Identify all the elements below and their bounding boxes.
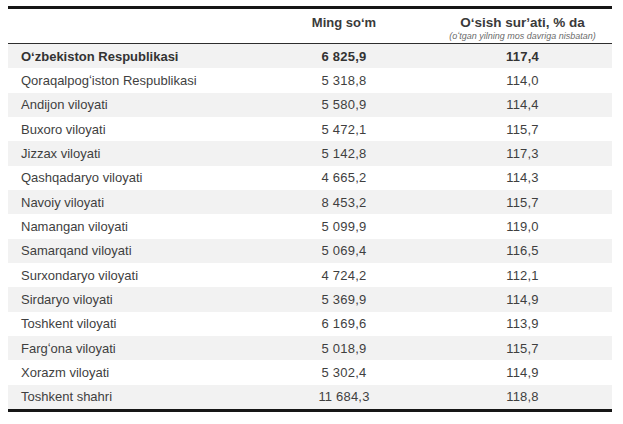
value-growth-rate: 116,5 <box>433 243 612 258</box>
column-header-growth-subtitle: (oʻtgan yilning mos davriga nisbatan) <box>433 31 612 42</box>
table-header: Ming soʻm Oʻsish surʼati, % da (oʻtgan y… <box>8 9 612 44</box>
value-ming-som: 6 825,9 <box>255 49 433 64</box>
region-name: Jizzax viloyati <box>8 146 255 161</box>
value-ming-som: 5 369,9 <box>255 292 433 307</box>
value-growth-rate: 114,9 <box>433 365 612 380</box>
column-header-ming-som: Ming soʻm <box>255 15 433 30</box>
header-growth-column: Oʻsish surʼati, % da (oʻtgan yilning mos… <box>433 15 612 42</box>
value-ming-som: 11 684,3 <box>255 389 433 404</box>
value-growth-rate: 114,9 <box>433 292 612 307</box>
value-ming-som: 5 580,9 <box>255 97 433 112</box>
table-row: Samarqand viloyati 5 069,4 116,5 <box>8 239 612 263</box>
table-row: Navoiy viloyati 8 453,2 115,7 <box>8 190 612 214</box>
value-growth-rate: 114,4 <box>433 97 612 112</box>
table-row: Buxoro viloyati 5 472,1 115,7 <box>8 117 612 141</box>
region-name: Buxoro viloyati <box>8 122 255 137</box>
table-row: Qoraqalpogʻiston Respublikasi 5 318,8 11… <box>8 68 612 92</box>
region-name: Surxondaryo viloyati <box>8 268 255 283</box>
value-growth-rate: 115,7 <box>433 195 612 210</box>
table-row: Fargʻona viloyati 5 018,9 115,7 <box>8 336 612 360</box>
statistics-page: Ming soʻm Oʻsish surʼati, % da (oʻtgan y… <box>0 0 623 424</box>
region-name: Fargʻona viloyati <box>8 341 255 356</box>
value-growth-rate: 112,1 <box>433 268 612 283</box>
value-ming-som: 5 302,4 <box>255 365 433 380</box>
value-ming-som: 4 724,2 <box>255 268 433 283</box>
table-row: Toshkent shahri 11 684,3 118,8 <box>8 385 612 409</box>
regions-table: Ming soʻm Oʻsish surʼati, % da (oʻtgan y… <box>8 6 612 412</box>
value-ming-som: 5 018,9 <box>255 341 433 356</box>
region-name: Oʻzbekiston Respublikasi <box>8 49 255 64</box>
value-ming-som: 8 453,2 <box>255 195 433 210</box>
value-growth-rate: 119,0 <box>433 219 612 234</box>
table-row: Oʻzbekiston Respublikasi 6 825,9 117,4 <box>8 44 612 68</box>
region-name: Samarqand viloyati <box>8 243 255 258</box>
table-body: Oʻzbekiston Respublikasi 6 825,9 117,4 Q… <box>8 44 612 409</box>
region-name: Andijon viloyati <box>8 97 255 112</box>
region-name: Navoiy viloyati <box>8 195 255 210</box>
value-ming-som: 5 142,8 <box>255 146 433 161</box>
value-ming-som: 5 099,9 <box>255 219 433 234</box>
region-name: Xorazm viloyati <box>8 365 255 380</box>
value-growth-rate: 117,3 <box>433 146 612 161</box>
region-name: Toshkent shahri <box>8 389 255 404</box>
value-growth-rate: 115,7 <box>433 122 612 137</box>
table-row: Xorazm viloyati 5 302,4 114,9 <box>8 360 612 384</box>
table-row: Toshkent viloyati 6 169,6 113,9 <box>8 312 612 336</box>
value-growth-rate: 113,9 <box>433 316 612 331</box>
region-name: Qashqadaryo viloyati <box>8 170 255 185</box>
region-name: Qoraqalpogʻiston Respublikasi <box>8 73 255 88</box>
value-ming-som: 4 665,2 <box>255 170 433 185</box>
value-growth-rate: 117,4 <box>433 49 612 64</box>
value-ming-som: 5 069,4 <box>255 243 433 258</box>
region-name: Namangan viloyati <box>8 219 255 234</box>
region-name: Sirdaryo viloyati <box>8 292 255 307</box>
value-ming-som: 5 318,8 <box>255 73 433 88</box>
table-row: Sirdaryo viloyati 5 369,9 114,9 <box>8 287 612 311</box>
value-growth-rate: 114,3 <box>433 170 612 185</box>
table-row: Surxondaryo viloyati 4 724,2 112,1 <box>8 263 612 287</box>
value-growth-rate: 118,8 <box>433 389 612 404</box>
table-row: Jizzax viloyati 5 142,8 117,3 <box>8 141 612 165</box>
value-growth-rate: 115,7 <box>433 341 612 356</box>
column-header-growth-rate: Oʻsish surʼati, % da <box>433 15 612 30</box>
value-ming-som: 5 472,1 <box>255 122 433 137</box>
value-growth-rate: 114,0 <box>433 73 612 88</box>
region-name: Toshkent viloyati <box>8 316 255 331</box>
table-row: Namangan viloyati 5 099,9 119,0 <box>8 214 612 238</box>
value-ming-som: 6 169,6 <box>255 316 433 331</box>
table-row: Andijon viloyati 5 580,9 114,4 <box>8 93 612 117</box>
header-ming-som-column: Ming soʻm <box>255 15 433 30</box>
table-row: Qashqadaryo viloyati 4 665,2 114,3 <box>8 166 612 190</box>
